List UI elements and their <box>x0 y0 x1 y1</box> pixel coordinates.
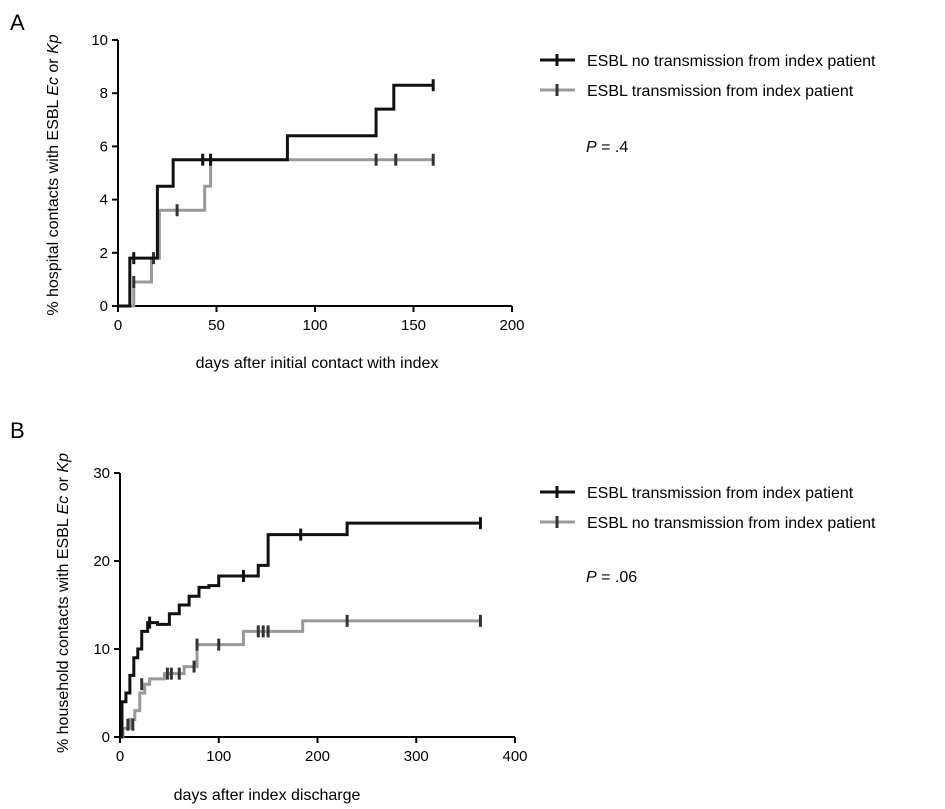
p-value-b-value: = .06 <box>597 569 638 586</box>
p-value-a: P = .4 <box>586 139 628 156</box>
x-tick-label-a-1: 50 <box>208 317 225 334</box>
y-tick-label-a-0: 0 <box>100 298 108 315</box>
legend-text-a-2: ESBL transmission from index patient <box>587 83 854 100</box>
series-line-a-1 <box>118 83 434 308</box>
y-tick-label-a-2: 4 <box>100 192 108 209</box>
y-axis-label-b-part-1: % household contacts with ESBL <box>55 514 72 753</box>
series-line-a-2 <box>118 158 434 308</box>
y-tick-label-a-3: 6 <box>100 138 108 155</box>
panel-a: A % hospital contacts with ESBL Ec or Kp… <box>10 10 876 372</box>
y-tick-label-a-4: 8 <box>100 85 108 102</box>
legend-text-b-2: ESBL no transmission from index patient <box>587 515 876 532</box>
y-axis-label-b-part-2: Ec <box>55 496 72 515</box>
x-tick-label-b-2: 200 <box>305 748 330 765</box>
p-value-b-p: P <box>586 569 597 586</box>
x-tick-label-b-3: 300 <box>404 748 429 765</box>
x-tick-label-a-4: 200 <box>499 317 524 334</box>
p-value-b: P = .06 <box>586 569 637 586</box>
y-tick-label-a-1: 2 <box>100 245 108 262</box>
y-axis-label-a: % hospital contacts with ESBL Ec or Kp <box>45 34 62 315</box>
y-axis-label-b-part-4: Kp <box>55 453 72 473</box>
y-tick-label-b-0: 0 <box>102 729 110 746</box>
y-axis-label-a-part-3: or <box>45 54 62 77</box>
x-axis-label-a: days after initial contact with index <box>196 355 439 372</box>
x-tick-label-a-2: 100 <box>302 317 327 334</box>
panel-letter-a: A <box>10 10 25 35</box>
x-tick-label-b-4: 400 <box>502 748 527 765</box>
y-axis-label-a-part-4: Kp <box>45 34 62 54</box>
panel-b: B % household contacts with ESBL Ec or K… <box>10 418 876 804</box>
x-tick-label-b-1: 100 <box>206 748 231 765</box>
legend-a: ESBL no transmission from index patient … <box>540 53 876 156</box>
y-axis-label-b-part-3: or <box>55 473 72 496</box>
legend-b: ESBL transmission from index patient ESB… <box>540 485 876 586</box>
y-axis-label-b: % household contacts with ESBL Ec or Kp <box>55 453 72 753</box>
x-axis-label-b: days after index discharge <box>174 787 361 804</box>
series-line-b-2 <box>120 619 481 739</box>
y-tick-label-b-1: 10 <box>93 641 110 658</box>
series-b <box>120 517 482 739</box>
y-tick-label-b-2: 20 <box>93 553 110 570</box>
y-axis-label-a-part-2: Ec <box>45 77 62 96</box>
series-a <box>118 79 435 308</box>
x-tick-label-a-0: 0 <box>114 317 122 334</box>
legend-text-b-1: ESBL transmission from index patient <box>587 485 854 502</box>
legend-text-a-1: ESBL no transmission from index patient <box>587 53 876 70</box>
y-axis-label-a-part-1: % hospital contacts with ESBL <box>45 96 62 316</box>
y-tick-label-b-3: 30 <box>93 465 110 482</box>
series-line-b-1 <box>120 521 481 739</box>
x-tick-label-b-0: 0 <box>116 748 124 765</box>
p-value-a-p: P <box>586 139 597 156</box>
x-tick-label-a-3: 150 <box>401 317 426 334</box>
panel-letter-b: B <box>10 418 25 443</box>
p-value-a-value: = .4 <box>597 139 629 156</box>
y-tick-label-a-5: 10 <box>91 32 108 49</box>
